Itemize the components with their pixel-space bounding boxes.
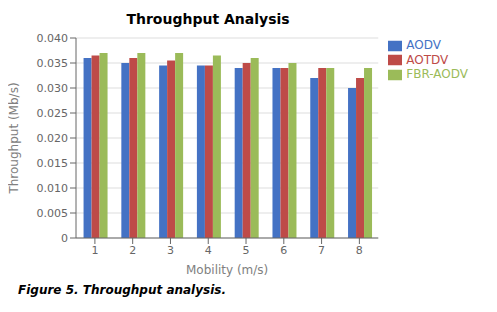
svg-text:0.030: 0.030: [37, 82, 69, 95]
svg-text:0.040: 0.040: [37, 32, 69, 45]
svg-text:0: 0: [61, 232, 68, 245]
svg-text:0.025: 0.025: [37, 107, 69, 120]
svg-text:5: 5: [243, 244, 250, 257]
html-text:AODV: AODV: [406, 38, 441, 52]
html-text:FBR-AODV: FBR-AODV: [406, 67, 468, 81]
html-text:Throughput Analysis: Throughput Analysis: [126, 11, 290, 27]
svg-text:0.020: 0.020: [37, 132, 69, 145]
svg-text:0.015: 0.015: [37, 157, 69, 170]
svg-text:Mobility (m/s): Mobility (m/s): [186, 263, 268, 277]
svg-text:Throughput (Mb/s): Throughput (Mb/s): [8, 82, 21, 194]
svg-text:0.010: 0.010: [37, 182, 69, 195]
svg-text:3: 3: [167, 244, 174, 257]
svg-text:8: 8: [356, 244, 363, 257]
svg-text:7: 7: [318, 244, 325, 257]
svg-text:4: 4: [205, 244, 212, 257]
svg-text:6: 6: [280, 244, 287, 257]
html-text:AOTDV: AOTDV: [406, 52, 449, 67]
svg-text:1: 1: [91, 244, 98, 257]
svg-text:0.035: 0.035: [37, 57, 69, 70]
svg-text:2: 2: [129, 244, 136, 257]
svg-text:0.005: 0.005: [37, 207, 69, 220]
html-text:Figure 5. Throughput analysis.: Figure 5. Throughput analysis.: [18, 283, 226, 297]
